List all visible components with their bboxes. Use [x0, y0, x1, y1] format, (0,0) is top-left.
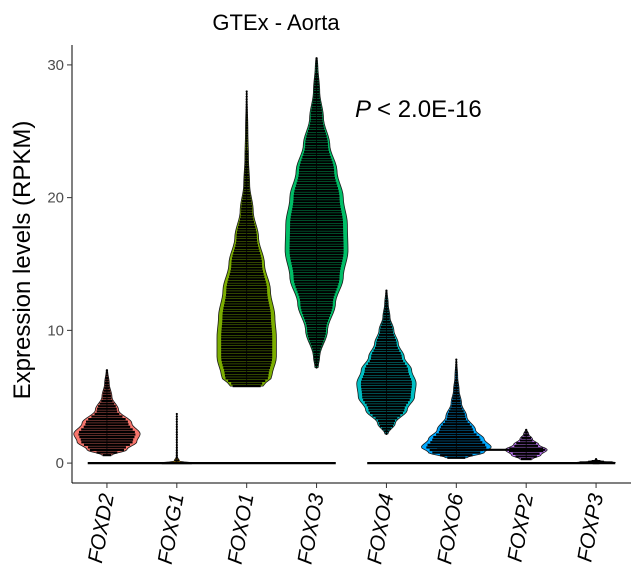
x-tick-label-foxd2: FOXD2 [84, 492, 119, 565]
violins-layer [74, 57, 616, 464]
x-tick-label-foxo6: FOXO6 [433, 492, 468, 566]
violin-foxo3 [285, 57, 348, 368]
p-value-annotation: P < 2.0E-16 [355, 96, 482, 123]
y-tick-label: 0 [56, 455, 64, 472]
violin-foxo1 [217, 90, 276, 387]
p-value-symbol: P [355, 96, 371, 123]
violin-foxg1 [159, 413, 194, 464]
violin-foxo6 [421, 358, 491, 458]
x-tick-label-foxo4: FOXO4 [363, 492, 398, 566]
violin-foxo4 [357, 289, 416, 435]
violin-foxd2 [74, 369, 140, 456]
violin-foxp2 [505, 429, 547, 460]
y-axis-label: Expression levels (RPKM) [9, 121, 36, 400]
x-tick-label-foxo1: FOXO1 [224, 492, 259, 566]
x-tick-label-foxp3: FOXP3 [573, 492, 608, 564]
x-tick-label-foxg1: FOXG1 [154, 492, 189, 566]
x-tick-label-foxo3: FOXO3 [294, 492, 329, 566]
y-tick-label: 20 [47, 190, 64, 207]
chart-title: GTEx - Aorta [212, 10, 340, 35]
p-value-text: < 2.0E-16 [377, 96, 482, 123]
y-tick-label: 30 [47, 57, 64, 74]
y-tick-label: 10 [47, 322, 64, 339]
x-tick-label-foxp2: FOXP2 [504, 492, 539, 564]
axes-layer: 0 10 20 30 FOXD2 FOXG1 FOXO1 FOXO3 FOXO4 FOXO6 FOX… [47, 45, 631, 566]
